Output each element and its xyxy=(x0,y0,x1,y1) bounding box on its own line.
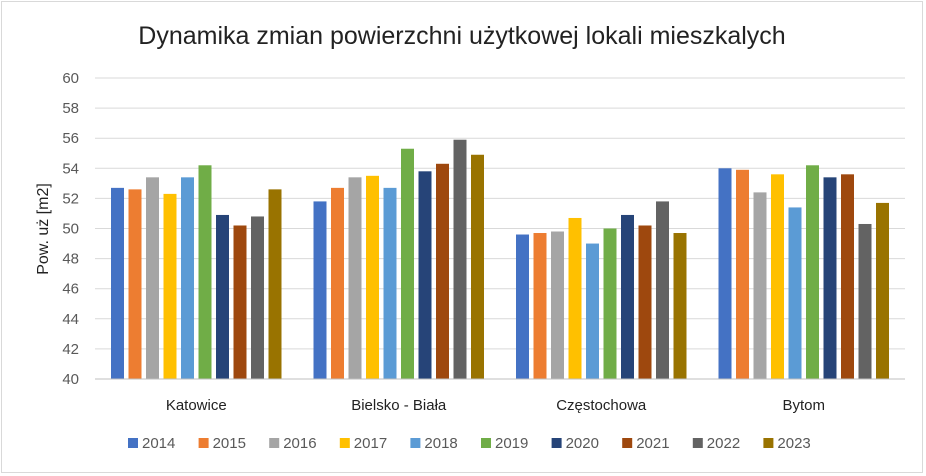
bar-2020-1 xyxy=(418,171,432,379)
legend-label-2022: 2022 xyxy=(707,435,740,452)
y-tick-label: 44 xyxy=(62,311,79,328)
category-label: Częstochowa xyxy=(556,397,647,414)
bar-2022-3 xyxy=(858,223,872,379)
bar-2019-3 xyxy=(806,165,819,379)
bar-2016-3 xyxy=(753,192,767,379)
y-tick-label: 60 xyxy=(62,70,79,87)
bar-2022-2 xyxy=(656,201,669,379)
bar-2014-0 xyxy=(111,187,124,379)
category-label: Katowice xyxy=(166,397,227,414)
gridlines xyxy=(95,77,905,350)
legend-swatch-2014 xyxy=(128,438,138,448)
bar-2019-2 xyxy=(603,228,617,379)
y-tick-label: 40 xyxy=(62,371,79,388)
bar-2021-1 xyxy=(436,163,449,379)
legend-label-2015: 2015 xyxy=(213,435,246,452)
legend-label-2019: 2019 xyxy=(495,435,528,452)
y-tick-label: 48 xyxy=(62,251,79,268)
legend-swatch-2017 xyxy=(339,438,350,448)
bar-2016-2 xyxy=(551,231,564,379)
legend-label-2017: 2017 xyxy=(354,435,387,452)
bar-2021-3 xyxy=(841,174,854,379)
bar-2019-0 xyxy=(198,165,212,379)
legend-swatch-2021 xyxy=(622,438,633,448)
legend-swatch-2023 xyxy=(763,438,774,448)
bar-2020-0 xyxy=(216,214,229,379)
y-tick-label: 42 xyxy=(62,341,79,358)
legend-swatch-2016 xyxy=(269,438,280,448)
y-axis-label: Pow. uż [m2] xyxy=(35,183,52,275)
legend-swatch-2022 xyxy=(692,438,703,448)
y-tick-label: 52 xyxy=(62,190,79,207)
bar-2017-0 xyxy=(163,193,177,379)
bar-2014-3 xyxy=(718,168,732,379)
bar-2016-1 xyxy=(348,177,362,379)
legend-label-2016: 2016 xyxy=(283,435,316,452)
legend: 2014 2015 2016 2017 2018 2019 2020 2021 2022 2023 xyxy=(128,435,811,452)
bar-2022-0 xyxy=(251,216,264,379)
legend-label-2023: 2023 xyxy=(777,435,810,452)
bar-2021-2 xyxy=(638,225,652,379)
bar-2023-1 xyxy=(471,154,484,379)
bar-2020-3 xyxy=(823,177,837,379)
legend-swatch-2015 xyxy=(198,438,209,448)
legend-swatch-2019 xyxy=(481,438,491,448)
legend-label-2014: 2014 xyxy=(142,435,175,452)
bars xyxy=(111,139,889,379)
y-tick-label: 54 xyxy=(62,160,79,177)
bar-2023-3 xyxy=(876,202,889,379)
bar-2015-2 xyxy=(533,233,547,379)
category-label: Bytom xyxy=(782,397,825,414)
bar-2014-1 xyxy=(313,201,327,379)
bar-2017-3 xyxy=(771,174,784,379)
y-tick-label: 58 xyxy=(62,100,79,117)
chart-title: Dynamika zmian powierzchni użytkowej lok… xyxy=(138,22,785,50)
category-labels: Katowice Bielsko - Biała Częstochowa Bytom xyxy=(166,397,825,414)
legend-label-2021: 2021 xyxy=(636,435,669,452)
bar-2015-1 xyxy=(331,187,344,379)
bar-2016-0 xyxy=(146,177,159,379)
bar-2014-2 xyxy=(516,234,529,379)
legend-label-2018: 2018 xyxy=(424,435,457,452)
category-label: Bielsko - Biała xyxy=(351,397,447,414)
y-tick-label: 50 xyxy=(62,221,79,238)
bar-2022-1 xyxy=(453,139,467,379)
bar-2023-2 xyxy=(673,233,687,379)
bar-2021-0 xyxy=(233,225,247,379)
y-tick-label: 46 xyxy=(62,281,79,298)
bar-2019-1 xyxy=(401,148,414,379)
legend-swatch-2018 xyxy=(410,438,421,448)
bar-2020-2 xyxy=(621,214,634,379)
bar-2018-2 xyxy=(586,243,599,379)
bar-2015-0 xyxy=(128,189,142,379)
bar-2015-3 xyxy=(736,169,749,379)
bar-2017-1 xyxy=(366,175,379,379)
bar-2023-0 xyxy=(268,189,282,379)
y-tick-label: 56 xyxy=(62,130,79,147)
y-tick-labels: 40 42 44 46 48 50 52 54 56 58 60 xyxy=(62,70,79,388)
legend-swatch-2020 xyxy=(551,438,562,448)
bar-2017-2 xyxy=(568,217,582,379)
legend-label-2020: 2020 xyxy=(566,435,599,452)
bar-2018-1 xyxy=(383,187,397,379)
bar-2018-0 xyxy=(181,177,194,379)
bar-2018-3 xyxy=(788,207,802,379)
